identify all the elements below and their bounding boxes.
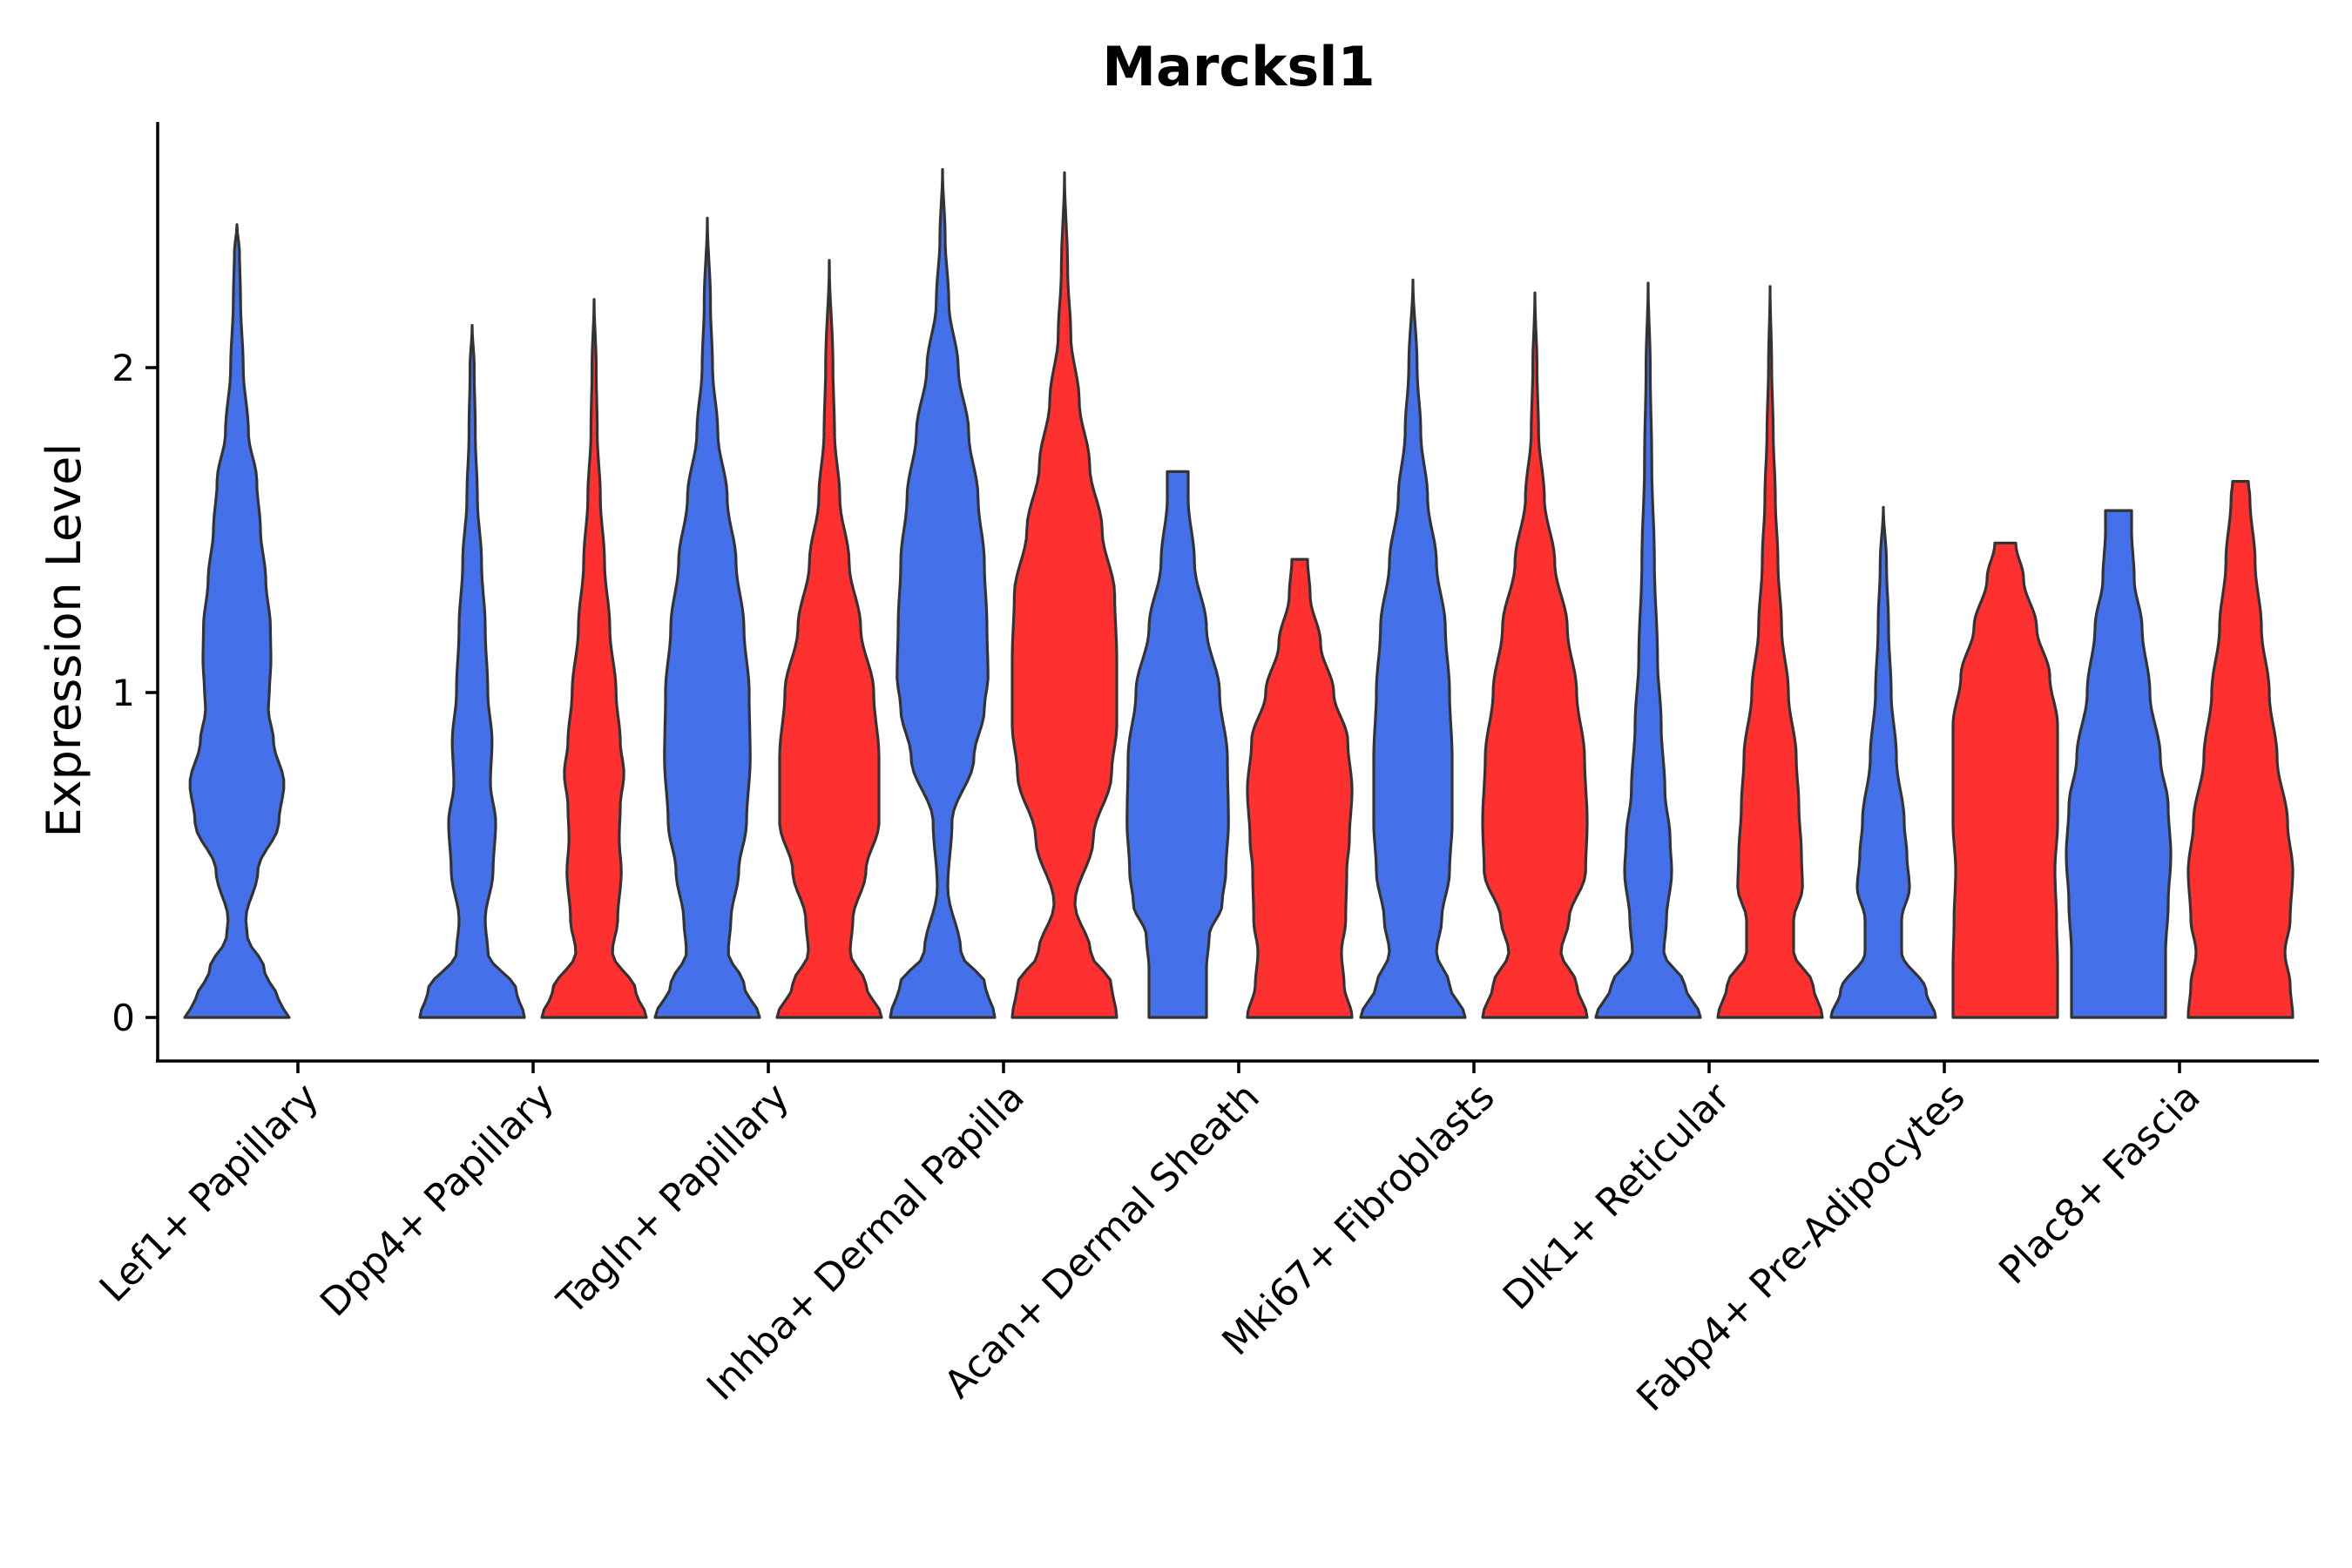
violin-blue-4 <box>1125 470 1230 1019</box>
violin-red-3 <box>1010 171 1119 1019</box>
violin-blue-0 <box>183 223 291 1019</box>
violin-blue-2 <box>653 216 761 1019</box>
violin-red-8 <box>2186 480 2295 1019</box>
violin-blue-5 <box>1359 278 1467 1019</box>
plot-area <box>183 167 2295 1019</box>
violin-blue-6 <box>1594 281 1702 1019</box>
chart-title: Marcksl1 <box>1102 35 1375 98</box>
violin-red-4 <box>1246 558 1354 1019</box>
x-tick-label: Mki67+ Fibroblasts <box>1213 1075 1503 1364</box>
y-tick-label: 0 <box>112 997 135 1039</box>
violin-red-5 <box>1481 291 1589 1019</box>
violin-red-6 <box>1716 285 1824 1019</box>
x-tick-label: Tagln+ Papillary <box>549 1075 798 1324</box>
y-tick-label: 1 <box>112 672 135 714</box>
y-axis-title: Expression Level <box>37 443 91 838</box>
violin-red-2 <box>775 259 883 1019</box>
x-tick-label: Dpp4+ Papillary <box>312 1075 563 1326</box>
y-axis-ticks: 0 1 2 <box>112 347 158 1039</box>
violin-blue-7 <box>1829 505 1937 1019</box>
violin-red-7 <box>1951 541 2059 1019</box>
x-tick-label: Plac8+ Fascia <box>1990 1075 2209 1294</box>
violin-blue-1 <box>418 323 526 1019</box>
x-tick-label: Lef1+ Papillary <box>91 1075 328 1311</box>
violin-blue-8 <box>2065 509 2173 1019</box>
violin-red-1 <box>540 298 648 1019</box>
y-tick-label: 2 <box>112 347 135 389</box>
x-tick-label: Dlk1+ Reticular <box>1495 1074 1740 1319</box>
violin-blue-3 <box>889 167 997 1019</box>
